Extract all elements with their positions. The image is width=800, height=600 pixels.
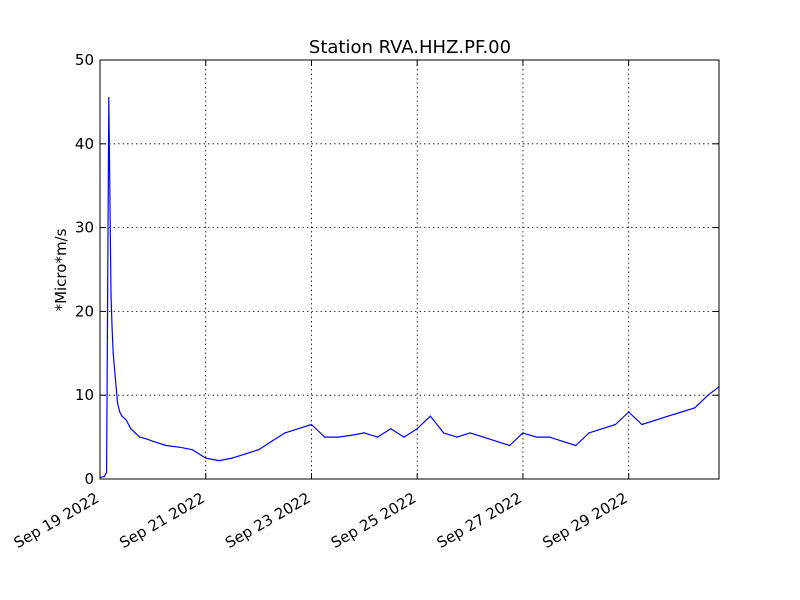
data-point <box>145 438 147 440</box>
data-point <box>641 423 643 426</box>
data-point <box>588 432 590 434</box>
data-point <box>165 444 167 447</box>
x-tick-label: Sep 27 2022 <box>434 489 525 552</box>
data-point <box>667 415 669 417</box>
data-point <box>628 411 630 413</box>
data-point <box>244 453 246 455</box>
data-point <box>601 428 603 430</box>
data-point <box>152 440 154 442</box>
data-point <box>363 432 365 434</box>
data-point <box>509 444 511 447</box>
data-point <box>681 411 683 413</box>
data-point <box>456 436 458 438</box>
data-point <box>377 436 379 438</box>
y-tick-label: 10 <box>75 386 94 404</box>
data-point <box>324 436 326 438</box>
y-axis: 0 10 20 30 40 50 <box>75 51 719 488</box>
x-tick-label: Sep 21 2022 <box>116 489 207 552</box>
y-tick-label: 50 <box>75 51 94 69</box>
data-point <box>125 419 127 421</box>
data-point <box>482 436 484 438</box>
data-point <box>562 440 564 442</box>
x-tick-label: Sep 19 2022 <box>11 489 102 552</box>
data-point <box>114 377 116 379</box>
data-point <box>284 432 286 434</box>
data-point <box>178 446 180 448</box>
series-layer <box>99 97 720 478</box>
data-point <box>134 432 136 434</box>
data-point <box>443 432 445 434</box>
data-point <box>614 423 617 426</box>
y-axis-label: *Micro*m/s <box>52 228 70 311</box>
data-point <box>112 352 114 354</box>
y-tick-label: 30 <box>75 219 94 237</box>
y-tick-label: 0 <box>84 470 94 488</box>
data-point <box>416 428 418 430</box>
series-line-0 <box>99 97 720 478</box>
data-point <box>271 440 273 442</box>
data-point <box>350 434 352 436</box>
data-point <box>119 411 121 413</box>
data-point <box>205 457 207 459</box>
data-point <box>231 457 233 459</box>
x-axis: Sep 19 2022 Sep 21 2022 Sep 23 2022 Sep 25 … <box>11 60 631 552</box>
y-tick-label: 20 <box>75 302 94 320</box>
data-point <box>111 327 113 329</box>
data-point <box>707 394 709 396</box>
x-tick-label: Sep 23 2022 <box>222 489 313 552</box>
data-point <box>403 436 405 438</box>
data-point <box>108 97 110 99</box>
x-tick-label: Sep 29 2022 <box>539 489 630 552</box>
data-point <box>310 423 313 426</box>
data-point <box>522 432 524 434</box>
data-point <box>121 415 123 417</box>
data-point <box>469 432 471 434</box>
data-point <box>110 294 112 296</box>
data-point <box>654 419 656 421</box>
data-point <box>694 407 696 409</box>
y-tick-label: 40 <box>75 135 94 153</box>
data-point <box>575 444 577 447</box>
data-point <box>139 436 141 438</box>
chart-title: Station RVA.HHZ.PF.00 <box>309 37 511 58</box>
data-point <box>258 449 260 451</box>
data-point <box>548 436 551 438</box>
data-point <box>103 475 105 478</box>
data-point <box>535 436 537 438</box>
grid-lines <box>100 60 719 479</box>
data-point <box>429 415 431 417</box>
data-point <box>130 428 132 430</box>
data-point <box>337 436 339 438</box>
data-point <box>495 440 498 442</box>
data-point <box>191 449 194 451</box>
x-tick-label: Sep 25 2022 <box>328 489 419 552</box>
data-point <box>218 460 220 462</box>
data-point <box>106 471 108 473</box>
plot-frame <box>99 59 720 480</box>
data-point <box>390 428 392 430</box>
data-point <box>117 403 119 405</box>
data-point <box>297 428 299 430</box>
